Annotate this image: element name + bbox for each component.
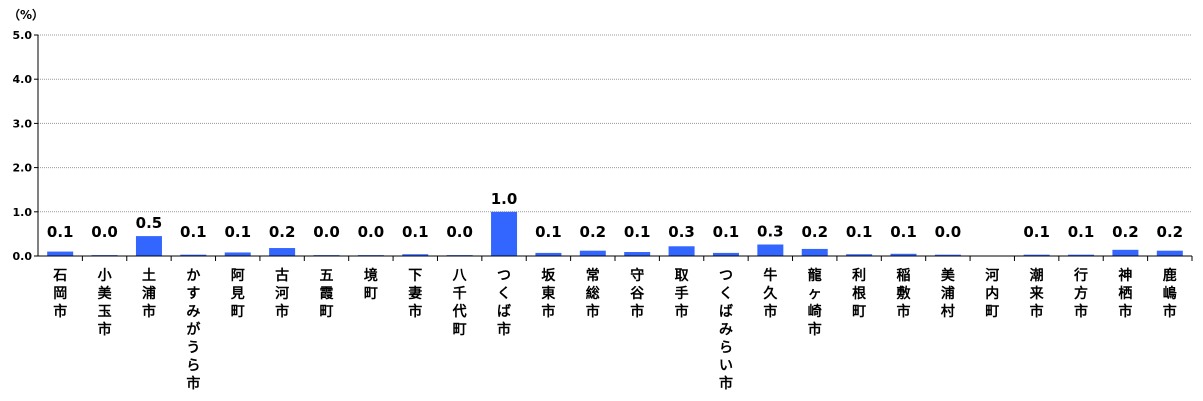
category-label: 潮来市: [1029, 267, 1045, 320]
y-tick-label: 1.0: [13, 206, 33, 219]
category-label: 行方市: [1073, 267, 1088, 320]
category-label: 鹿嶋市: [1162, 267, 1177, 320]
category-label: 利根町: [852, 267, 867, 320]
bar: [1156, 250, 1183, 256]
category-label: 美浦村: [941, 267, 956, 320]
y-tick-label: 5.0: [13, 29, 33, 42]
category-label: つくば市: [497, 268, 511, 338]
bar: [491, 211, 518, 256]
data-label: 0.0: [935, 223, 962, 241]
category-labels: 石岡市 小美玉市 土浦市 かすみがうら市 阿見町 古河市 五霞町 境町 下妻市 八千代町 つくば市 坂…: [52, 267, 1177, 392]
category-label: 龍ヶ崎市: [808, 267, 822, 338]
bar: [624, 252, 651, 256]
category-label: 小美玉市: [98, 268, 113, 338]
y-tick-label: 3.0: [13, 117, 33, 130]
bar: [135, 236, 162, 256]
bar: [846, 254, 873, 256]
category-label: 常総市: [586, 267, 600, 320]
bar: [712, 252, 739, 256]
category-label: 坂東市: [541, 267, 556, 320]
data-label: 0.2: [1157, 223, 1184, 241]
bar: [579, 250, 606, 256]
category-label: 取手市: [675, 268, 690, 320]
bar: [1023, 254, 1050, 256]
data-label: 0.0: [313, 223, 340, 241]
category-label: 境町: [364, 267, 378, 302]
bar: [1068, 254, 1095, 256]
bar: [757, 244, 784, 256]
category-label: 下妻市: [408, 268, 422, 320]
category-label: 牛久市: [762, 267, 778, 320]
data-label: 0.0: [91, 223, 118, 241]
bar: [890, 253, 917, 256]
data-label: 0.1: [713, 223, 740, 241]
y-tick-label: 2.0: [13, 162, 33, 175]
data-label: 0.3: [668, 223, 695, 241]
category-label: 土浦市: [142, 267, 156, 320]
data-label: 1.0: [491, 190, 518, 208]
category-label: 石岡市: [52, 268, 67, 320]
data-label: 0.1: [180, 223, 207, 241]
bar: [224, 252, 251, 256]
bar: [668, 246, 695, 256]
category-label: 神栖市: [1118, 267, 1132, 320]
gridlines: [34, 34, 1192, 257]
data-label: 0.1: [624, 223, 651, 241]
category-label: 八千代町: [452, 268, 468, 338]
data-label: 0.1: [846, 223, 873, 241]
data-label: 0.3: [757, 223, 784, 241]
bar: [269, 248, 296, 256]
data-label: 0.1: [1068, 223, 1095, 241]
data-label: 0.1: [47, 223, 74, 241]
data-label: 0.1: [535, 223, 562, 241]
category-label: 阿見町: [230, 268, 245, 320]
data-label: 0.1: [1023, 223, 1050, 241]
data-label: 0.0: [446, 223, 473, 241]
y-axis-ticks: 0.0 1.0 2.0 3.0 4.0 5.0: [13, 29, 33, 263]
data-label: 0.5: [136, 214, 163, 232]
category-label: 守谷市: [630, 267, 645, 320]
data-label: 0.2: [269, 223, 296, 241]
data-label: 0.2: [801, 223, 828, 241]
bar: [1112, 249, 1139, 256]
data-labels: 0.1 0.0 0.5 0.1 0.1 0.2 0.0 0.0 0.1 0.0 1.0 0.1 0.2 0…: [47, 190, 1183, 241]
y-tick-label: 0.0: [13, 250, 33, 263]
bar: [535, 252, 562, 256]
data-label: 0.2: [580, 223, 607, 241]
category-label: 五霞町: [320, 268, 335, 320]
data-label: 0.1: [224, 223, 251, 241]
data-label: 0.0: [358, 223, 385, 241]
bar: [47, 251, 74, 256]
bars: [47, 211, 1193, 261]
data-label: 0.1: [402, 223, 429, 241]
category-label: 稲敷市: [897, 267, 912, 320]
category-label: 古河市: [275, 267, 289, 320]
data-label: 0.1: [890, 223, 917, 241]
category-label: かすみがうら市: [186, 268, 201, 392]
data-label: 0.2: [1112, 223, 1139, 241]
bar: [934, 254, 961, 256]
category-label: つくばみらい市: [719, 268, 733, 392]
category-label: 河内町: [985, 267, 999, 320]
bar: [180, 254, 207, 256]
bar: [402, 254, 429, 256]
bar: [801, 248, 828, 256]
y-unit-label: （%）: [8, 7, 44, 22]
y-tick-label: 4.0: [13, 73, 33, 86]
